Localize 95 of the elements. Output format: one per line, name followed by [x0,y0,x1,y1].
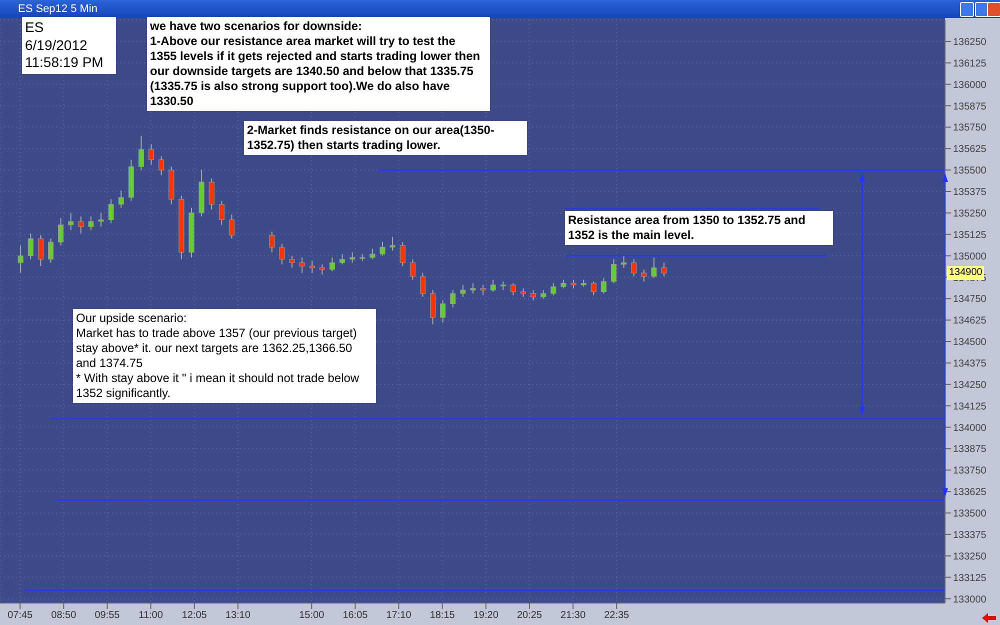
candlestick [490,279,496,292]
x-tick-label: 07:45 [8,610,34,622]
candlestick [420,272,426,298]
candlestick [108,198,114,224]
candlestick [651,256,657,279]
candlestick [218,200,224,226]
x-tick-label: 12:05 [182,610,208,622]
candlestick [410,258,416,280]
x-tick-label: 13:10 [225,610,251,622]
annotation: 2-Market finds resistance on our area(1350- 1352.75) then starts trading lower. [244,121,527,155]
candlestick [610,258,616,284]
candlestick [309,260,315,274]
x-tick-label: 20:25 [516,610,542,622]
candlestick [329,256,335,272]
x-tick-label: 16:05 [342,610,368,622]
candlestick [440,300,446,324]
y-tick-label: 136125 [953,58,987,70]
y-tick-label: 133625 [953,487,987,498]
y-tick-label: 134750 [953,294,987,306]
candlestick [470,282,476,294]
annotation: Our upside scenario: Market has to trade above 1357 (our previous target) stay above* it. our next targets are 1362.25,1366.50 and 1374.75 * With stay above it " i mean it should not trade below 1352 significantly. [73,309,376,403]
candlestick [228,214,234,240]
y-tick-label: 136000 [953,80,987,91]
x-tick-label: 11:00 [138,610,164,622]
y-tick-label: 134375 [953,358,987,370]
y-tick-label: 135750 [953,122,987,134]
candlestick [148,144,154,166]
candlestick [48,238,54,264]
x-tick-label: 19:20 [473,610,499,622]
candlestick [600,278,606,294]
y-tick-label: 135375 [953,187,987,198]
y-tick-label: 135000 [953,251,987,262]
candlestick [380,242,386,256]
candlestick [621,255,627,268]
y-tick-label: 135625 [953,144,987,156]
candlestick [450,290,456,308]
candlestick [38,234,44,267]
y-tick-label: 133000 [953,594,987,606]
y-tick-label: 136250 [953,36,987,48]
y-tick-label: 133250 [953,551,987,562]
x-tick-label: 17:10 [386,610,412,622]
candlestick [460,284,466,298]
candlestick [28,232,34,260]
candlestick [18,244,24,274]
candlestick [88,216,94,231]
candlestick [319,264,325,276]
y-tick-label: 135500 [953,166,987,177]
y-tick-label: 134625 [953,316,987,327]
x-tick-label: 22:35 [604,610,630,622]
y-tick-label: 133375 [953,530,987,541]
candlestick [390,236,396,252]
candlestick [370,248,376,260]
candlestick [58,218,64,246]
annotation: Resistance area from 1350 to 1352.75 and 1352 is the main level. [565,211,833,245]
y-tick-label: 133500 [953,508,987,520]
candlestick [350,252,356,264]
y-tick-label: 133750 [953,466,987,477]
candlestick [530,290,536,301]
chart-title: ES Sep12 5 Min [0,0,1000,18]
candlestick [299,256,305,274]
annotation: we have two scenarios for downside: 1-Above our resistance area market will try to test the 1355 levels if it gets rejected and starts trading lower then our downside targets are 1340.50 and below that 1335.75 (1335.75 is also strong support too).We do also have 1330.50 [147,17,490,111]
y-tick-label: 135875 [953,101,987,112]
y-tick-label: 135125 [953,230,987,241]
candlestick [400,242,406,267]
y-tick-label: 134000 [953,422,987,434]
candlestick [510,282,516,296]
candlestick [480,284,486,296]
candlestick [98,212,104,228]
candlestick [661,262,667,277]
candlestick [641,268,647,282]
y-tick-label: 134250 [953,380,987,391]
candlestick [158,156,164,176]
y-tick-label: 134125 [953,401,987,412]
candlestick [590,280,596,296]
x-tick-label: 18:15 [430,610,456,622]
candlestick [118,190,124,208]
candlestick [138,135,144,171]
x-tick-label: 09:55 [94,610,120,622]
candlestick [78,216,84,234]
candlestick [269,231,275,253]
y-tick-label: 135250 [953,208,987,220]
candlestick [68,212,74,231]
annotation: ES 6/19/2012 11:58:19 PM [22,17,116,74]
candlestick [208,178,214,210]
candlestick [631,258,637,277]
y-tick-label: 134500 [953,337,987,348]
y-tick-label: 133875 [953,444,987,456]
x-tick-label: 15:00 [299,610,325,622]
candlestick [340,254,346,265]
y-tick-label: 133125 [953,572,987,584]
candlestick [279,243,285,265]
candlestick [550,282,556,296]
candlestick [289,255,295,268]
x-tick-label: 08:50 [51,610,77,622]
x-tick-label: 21:30 [560,610,586,622]
